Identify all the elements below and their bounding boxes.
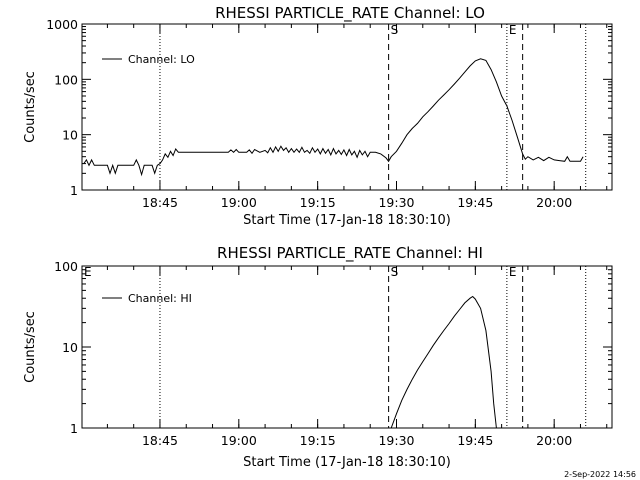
y-tick-label: 10 (62, 128, 78, 143)
x-tick-label: 18:45 (142, 433, 178, 448)
x-tick-label: 19:15 (300, 433, 336, 448)
x-tick-label: 19:45 (457, 433, 493, 448)
chart-title: RHESSI PARTICLE_RATE Channel: HI (217, 244, 483, 263)
marker-label: E (509, 265, 517, 279)
x-tick-label: 19:15 (300, 195, 336, 210)
marker-label: E (84, 265, 92, 279)
y-axis: 1 10 100 1000 (46, 17, 612, 198)
y-axis: 1 10 100 (54, 259, 612, 436)
marker-label: E (509, 23, 517, 37)
series-group (83, 58, 584, 177)
x-tick-label: 19:00 (221, 433, 257, 448)
legend-label: Channel: HI (128, 292, 192, 305)
y-tick-label: 10 (62, 340, 78, 355)
series-line (390, 295, 497, 428)
series-line (83, 58, 584, 177)
legend: Channel: HI (102, 292, 192, 305)
y-axis-label: Counts/sec (23, 71, 38, 143)
y-axis-label: Counts/sec (23, 311, 38, 383)
marker-label: S (391, 265, 399, 279)
x-axis-label: Start Time (17-Jan-18 18:30:10) (243, 455, 451, 470)
x-tick-label: 18:45 (142, 195, 178, 210)
x-tick-label: 19:45 (457, 195, 493, 210)
plot-frame (81, 23, 613, 191)
panel-hi: RHESSI PARTICLE_RATE Channel: HI E S E 1 10… (23, 244, 613, 470)
y-tick-label: 100 (54, 259, 78, 274)
series-group (390, 295, 497, 428)
x-tick-label: 19:30 (378, 433, 414, 448)
x-tick-label: 19:00 (221, 195, 257, 210)
x-tick-label: 20:00 (536, 433, 572, 448)
timestamp: 2-Sep-2022 14:56 (564, 470, 636, 479)
legend-label: Channel: LO (128, 53, 195, 66)
chart-title: RHESSI PARTICLE_RATE Channel: LO (215, 4, 485, 23)
y-tick-label: 1 (70, 421, 78, 436)
x-tick-label: 20:00 (536, 195, 572, 210)
legend: Channel: LO (102, 53, 195, 66)
plot-frame (81, 265, 613, 429)
y-tick-label: 1000 (46, 17, 78, 32)
marker-label: S (391, 23, 399, 37)
x-axis: 18:45 19:00 19:15 19:30 19:45 20:00 (106, 24, 608, 210)
y-tick-label: 100 (54, 72, 78, 87)
x-tick-label: 19:30 (378, 195, 414, 210)
x-axis: 18:45 19:00 19:15 19:30 19:45 20:00 (106, 266, 608, 448)
x-axis-label: Start Time (17-Jan-18 18:30:10) (243, 213, 451, 228)
y-tick-label: 1 (70, 183, 78, 198)
